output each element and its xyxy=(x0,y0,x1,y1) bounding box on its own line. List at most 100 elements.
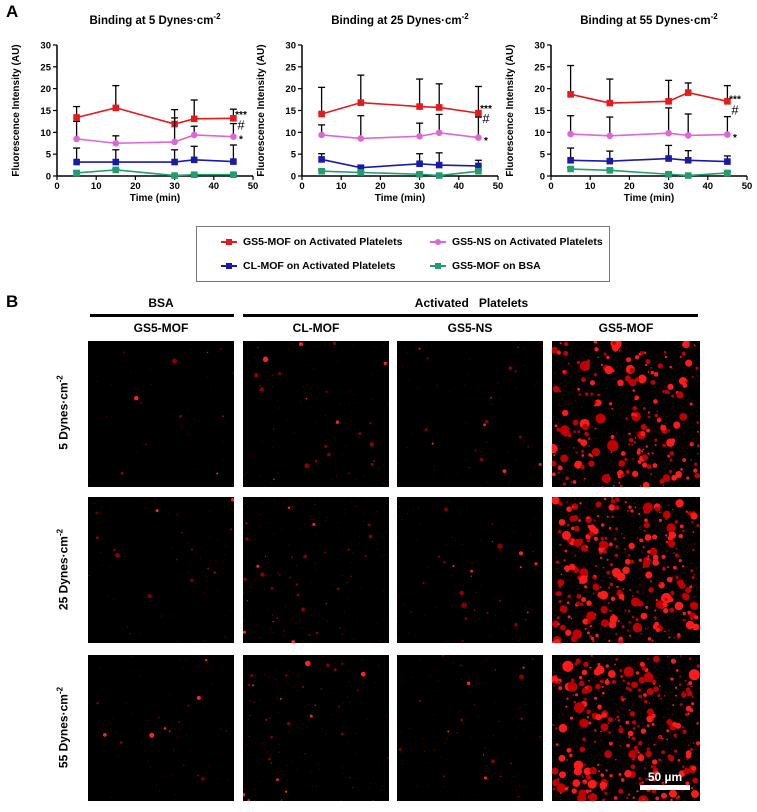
speckle xyxy=(693,745,695,747)
column-header: GS5-NS xyxy=(447,321,493,335)
platelet-spot xyxy=(289,576,292,579)
platelet-spot xyxy=(591,639,595,643)
platelet-spot xyxy=(634,506,637,509)
speckle xyxy=(416,539,418,541)
speckle xyxy=(685,780,687,782)
speckle xyxy=(558,713,560,715)
speckle xyxy=(210,559,212,561)
speckle xyxy=(574,498,576,500)
speckle xyxy=(519,785,521,787)
platelet-spot xyxy=(605,769,608,772)
platelet-spot xyxy=(667,539,676,548)
y-tick-label: 10 xyxy=(40,128,51,139)
speckle xyxy=(601,562,603,564)
speckle xyxy=(692,596,694,598)
speckle xyxy=(653,576,655,578)
speckle xyxy=(690,686,692,688)
speckle xyxy=(248,360,250,362)
speckle xyxy=(88,702,90,704)
speckle xyxy=(698,553,700,555)
speckle xyxy=(600,453,602,455)
speckle xyxy=(592,623,594,625)
speckle xyxy=(325,520,327,522)
platelet-spot xyxy=(647,550,651,554)
platelet-spot xyxy=(341,662,344,665)
platelet-spot xyxy=(588,789,592,793)
speckle xyxy=(654,675,656,677)
speckle xyxy=(634,791,636,793)
platelet-spot xyxy=(518,795,520,797)
speckle xyxy=(582,457,584,459)
platelet-spot xyxy=(145,443,147,446)
platelet-spot xyxy=(446,737,448,739)
platelet-spot xyxy=(651,679,657,685)
speckle xyxy=(558,403,560,405)
platelet-spot xyxy=(609,582,614,587)
speckle xyxy=(227,778,229,780)
speckle xyxy=(645,762,647,764)
speckle xyxy=(568,575,570,577)
speckle xyxy=(466,715,468,717)
speckle xyxy=(605,483,607,485)
fluorescence-image xyxy=(243,341,390,488)
speckle xyxy=(632,778,634,780)
speckle xyxy=(377,664,379,666)
speckle xyxy=(624,343,626,345)
speckle xyxy=(577,675,579,677)
speckle xyxy=(634,427,636,429)
speckle xyxy=(633,431,635,433)
speckle xyxy=(636,586,638,588)
speckle xyxy=(572,358,574,360)
fluorescence-image xyxy=(242,499,387,644)
speckle xyxy=(630,515,632,517)
speckle xyxy=(676,716,678,718)
platelet-spot xyxy=(120,471,124,475)
speckle xyxy=(553,670,555,672)
speckle xyxy=(638,665,640,667)
platelet-spot xyxy=(663,350,667,354)
speckle xyxy=(637,727,639,729)
speckle xyxy=(600,371,602,373)
speckle xyxy=(680,628,682,630)
speckle xyxy=(673,754,675,756)
speckle xyxy=(553,384,555,386)
platelet-spot xyxy=(565,629,572,636)
speckle xyxy=(592,684,594,686)
platelet-spot xyxy=(650,778,653,781)
speckle xyxy=(640,616,642,618)
platelet-spot xyxy=(634,355,640,360)
platelet-spot xyxy=(314,503,316,506)
speckle xyxy=(340,799,342,801)
y-tick-label: 20 xyxy=(534,84,545,95)
platelet-spot xyxy=(514,370,517,373)
speckle xyxy=(611,680,613,682)
platelet-spot xyxy=(668,629,671,632)
speckle xyxy=(683,768,685,770)
platelet-spot xyxy=(564,549,568,553)
platelet-spot xyxy=(691,576,695,579)
platelet-spot xyxy=(642,462,648,468)
speckle xyxy=(645,585,647,587)
speckle xyxy=(687,676,689,678)
platelet-spot xyxy=(629,367,635,374)
platelet-spot xyxy=(466,681,471,686)
speckle xyxy=(620,622,622,624)
speckle xyxy=(261,501,263,503)
platelet-spot xyxy=(661,737,664,740)
speckle xyxy=(696,595,698,597)
platelet-spot xyxy=(604,679,610,685)
speckle xyxy=(624,499,626,501)
speckle xyxy=(666,629,668,631)
platelet-spot xyxy=(337,587,340,590)
speckle xyxy=(497,382,499,384)
platelet-spot xyxy=(627,793,631,796)
speckle xyxy=(662,765,664,767)
speckle xyxy=(594,683,596,685)
speckle xyxy=(630,659,632,661)
speckle xyxy=(612,729,614,731)
speckle xyxy=(685,800,687,802)
speckle xyxy=(561,565,563,567)
platelet-spot xyxy=(636,590,639,594)
speckle xyxy=(685,566,687,568)
platelet-spot xyxy=(643,529,646,532)
